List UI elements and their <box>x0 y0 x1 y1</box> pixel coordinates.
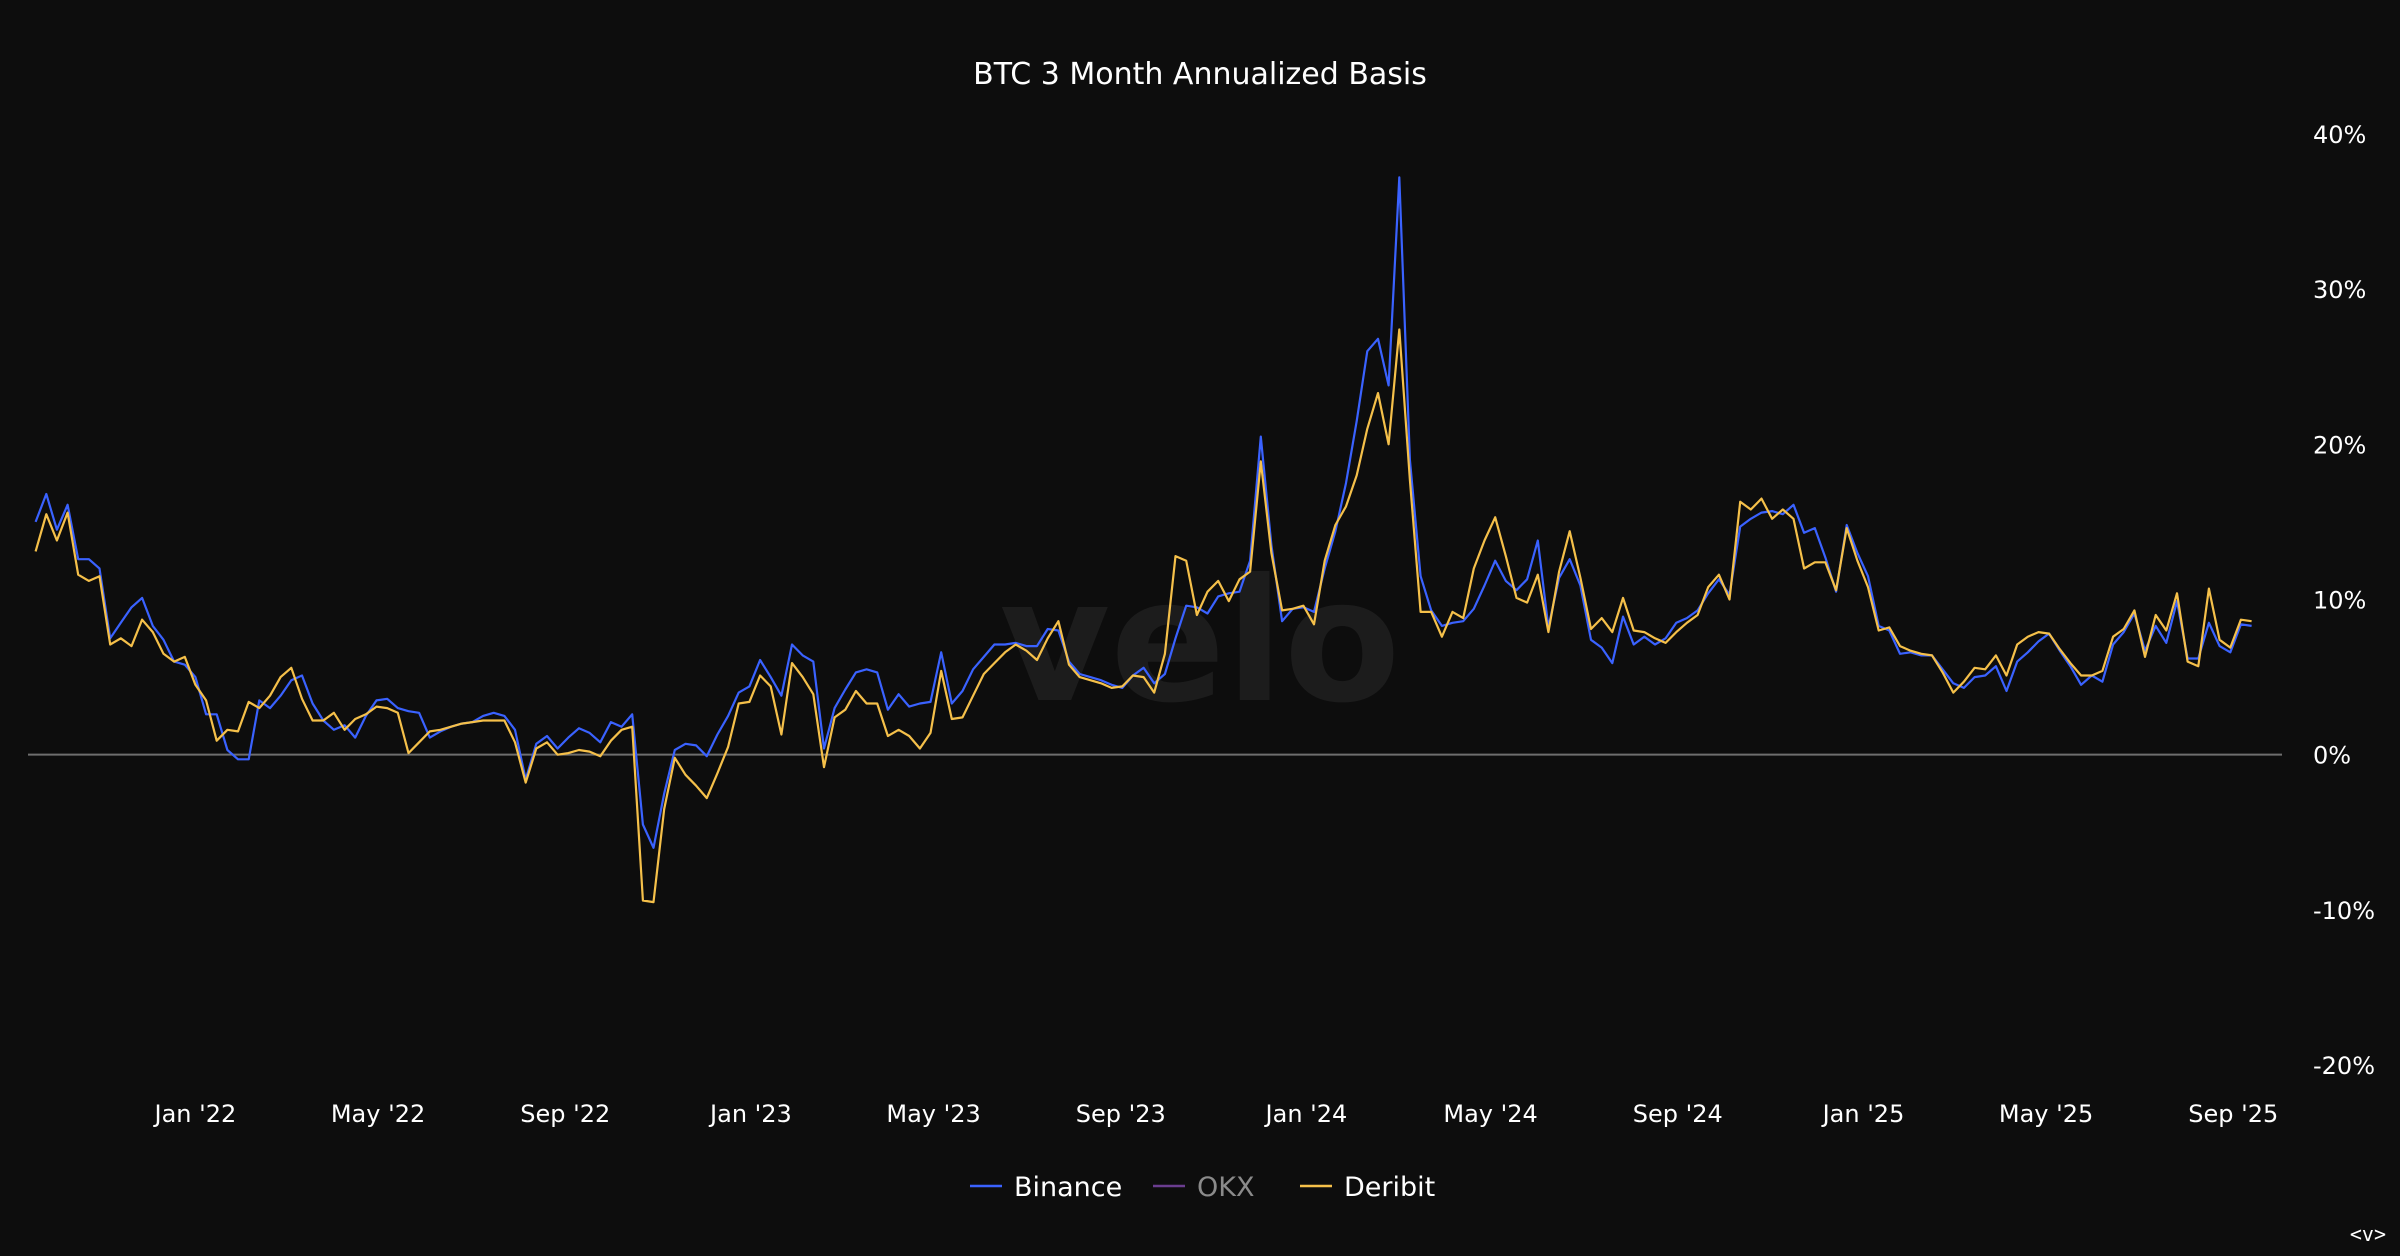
x-tick-label: Jan '23 <box>708 1100 792 1128</box>
watermark-logo: velo <box>999 543 1400 741</box>
series-layer <box>34 176 2252 904</box>
x-tick-label: Jan '25 <box>1821 1100 1905 1128</box>
x-tick-label: May '24 <box>1443 1100 1537 1128</box>
x-tick-label: May '22 <box>331 1100 425 1128</box>
series-line-deribit <box>34 328 2252 904</box>
legend-item-deribit[interactable]: Deribit <box>1300 1172 1435 1203</box>
x-tick-label: Jan '22 <box>153 1100 237 1128</box>
y-tick-label: -10% <box>2313 897 2375 925</box>
y-axis: 40% 30% 20% 10% 0% -10% -20% <box>2313 121 2375 1080</box>
x-tick-label: Sep '23 <box>1076 1100 1166 1128</box>
y-tick-label: -20% <box>2313 1052 2375 1080</box>
y-tick-label: 40% <box>2313 121 2366 149</box>
x-tick-label: Jan '24 <box>1264 1100 1348 1128</box>
y-tick-label: 0% <box>2313 742 2351 770</box>
y-tick-label: 10% <box>2313 587 2366 615</box>
x-tick-label: May '23 <box>886 1100 980 1128</box>
x-tick-label: Sep '25 <box>2188 1100 2278 1128</box>
series-line-binance <box>34 176 2252 849</box>
legend: Binance OKX Deribit <box>970 1172 1435 1203</box>
legend-item-binance[interactable]: Binance <box>970 1172 1122 1203</box>
x-tick-label: Sep '22 <box>520 1100 610 1128</box>
chart-toggle-button[interactable]: <v> <box>2349 1222 2386 1246</box>
chart-title: BTC 3 Month Annualized Basis <box>973 57 1427 92</box>
legend-label: OKX <box>1197 1172 1254 1203</box>
y-tick-label: 30% <box>2313 276 2366 304</box>
y-tick-label: 20% <box>2313 431 2366 459</box>
legend-label: Binance <box>1014 1172 1122 1203</box>
x-axis: Jan '22 May '22 Sep '22 Jan '23 May '23 Sep '… <box>153 1100 2279 1128</box>
legend-label: Deribit <box>1344 1172 1435 1203</box>
x-tick-label: May '25 <box>1999 1100 2093 1128</box>
x-tick-label: Sep '24 <box>1633 1100 1723 1128</box>
legend-item-okx[interactable]: OKX <box>1153 1172 1254 1203</box>
